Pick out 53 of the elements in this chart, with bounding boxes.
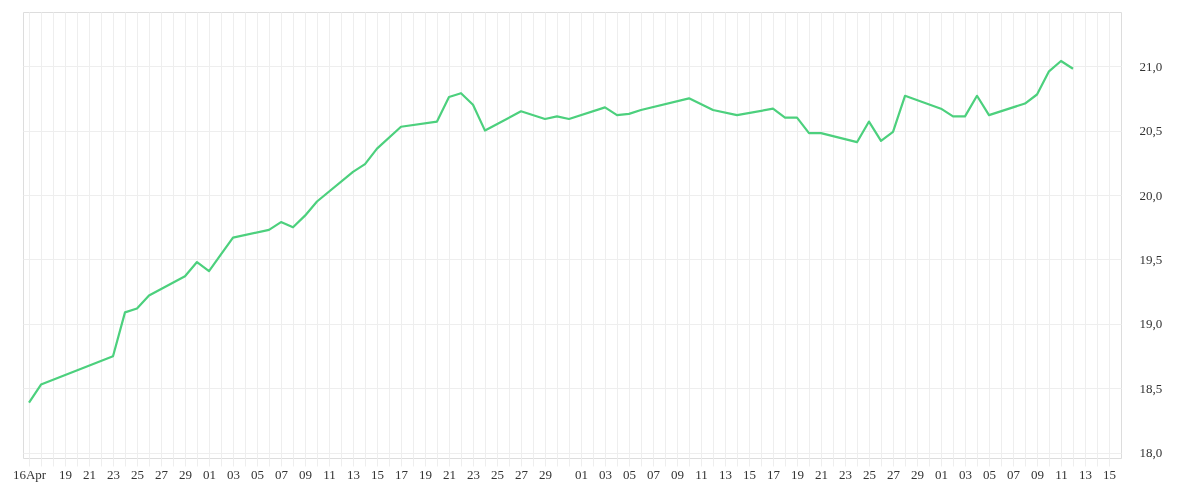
x-tick-label: 19: [791, 466, 804, 482]
x-tick-label: 03: [959, 466, 972, 482]
x-tick-label: 29: [539, 466, 552, 482]
x-tick-label: 19: [419, 466, 432, 482]
x-tick-label: 07: [275, 466, 289, 482]
x-tick-label: 11: [695, 466, 708, 482]
x-tick-label: 07: [647, 466, 661, 482]
x-tick-label: 13: [1079, 466, 1092, 482]
x-tick-label: 23: [107, 466, 120, 482]
x-tick-label: 09: [671, 466, 684, 482]
x-tick-label: 25: [863, 466, 876, 482]
x-tick-label: 16Apr: [12, 466, 47, 482]
x-tick-label: 01: [203, 466, 216, 482]
x-tick-label: 17: [395, 466, 409, 482]
y-tick-label: 19,5: [1139, 251, 1163, 267]
y-tick-label: 19,0: [1139, 316, 1163, 332]
x-tick-label: 11: [323, 466, 336, 482]
x-tick-label: 15: [743, 466, 756, 482]
x-tick-label: 09: [1031, 466, 1044, 482]
x-tick-label: 25: [131, 466, 144, 482]
x-tick-label: 09: [299, 466, 312, 482]
y-tick-label: 18,0: [1139, 445, 1163, 461]
x-tick-label: 29: [911, 466, 924, 482]
y-tick-label: 18,5: [1139, 380, 1163, 396]
x-tick-label: 11: [1055, 466, 1068, 482]
x-tick-label: 03: [599, 466, 612, 482]
x-tick-label: 05: [983, 466, 996, 482]
x-tick-label: 27: [155, 466, 169, 482]
x-tick-label: 15: [1103, 466, 1116, 482]
x-tick-label: 07: [1007, 466, 1021, 482]
x-tick-label: 13: [347, 466, 360, 482]
y-tick-label: 21,0: [1139, 58, 1163, 74]
line-series: [27, 59, 1075, 404]
x-tick-label: 05: [251, 466, 264, 482]
x-tick-label: 23: [839, 466, 852, 482]
x-tick-label: 21: [83, 466, 96, 482]
x-tick-label: 21: [815, 466, 828, 482]
x-tick-label: 17: [767, 466, 781, 482]
x-tick-label: 03: [227, 466, 240, 482]
x-tick-label: 27: [515, 466, 529, 482]
x-tick-label: 19: [59, 466, 72, 482]
x-tick-label: 21: [443, 466, 456, 482]
x-tick-label: 05: [623, 466, 636, 482]
x-tick-label: 01: [575, 466, 588, 482]
x-tick-label: 29: [179, 466, 192, 482]
x-tick-label: 25: [491, 466, 504, 482]
x-tick-label: 13: [719, 466, 732, 482]
y-tick-label: 20,5: [1139, 123, 1163, 139]
y-tick-label: 20,0: [1139, 187, 1163, 203]
x-tick-label: 27: [887, 466, 901, 482]
x-tick-label: 23: [467, 466, 480, 482]
x-tick-label: 15: [371, 466, 384, 482]
x-tick-label: 01: [935, 466, 948, 482]
